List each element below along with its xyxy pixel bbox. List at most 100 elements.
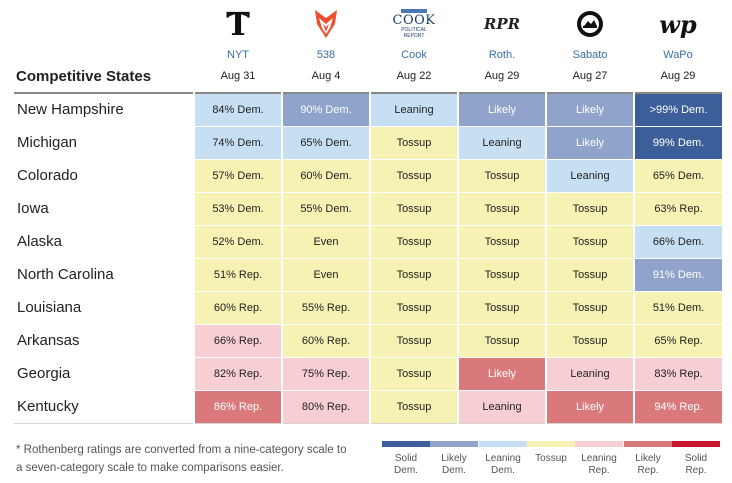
rating-cell: Tossup xyxy=(545,224,634,258)
rating-cell: 83% Rep. xyxy=(633,356,722,390)
rating-cell: 91% Dem. xyxy=(633,257,722,291)
legend-swatch xyxy=(624,441,672,447)
rating-cell: Tossup xyxy=(545,191,634,225)
rating-cell: Tossup xyxy=(457,158,546,192)
rating-cell: Tossup xyxy=(369,323,458,357)
legend-label-line: Solid xyxy=(684,453,708,464)
source-date: Aug 4 xyxy=(311,70,341,82)
rating-cell: Leaning xyxy=(457,125,546,159)
cook-logo-subtext: REPORT xyxy=(403,33,425,39)
wapo-logo-icon: wp xyxy=(659,9,697,39)
legend-label-line: Leaning xyxy=(581,453,617,464)
rating-cell: Tossup xyxy=(369,356,458,390)
state-name: Arkansas xyxy=(14,323,194,357)
source-date: Aug 22 xyxy=(396,70,432,82)
ratings-table: New Hampshire 84% Dem. 90% Dem. Leaning Like… xyxy=(14,92,722,424)
cook-logo-text: COOK xyxy=(392,13,436,28)
table-row: Michigan 74% Dem. 65% Dem. Tossup Leaning Lik… xyxy=(14,125,722,159)
rating-cell: 80% Rep. xyxy=(281,389,370,423)
sabato-logo-icon xyxy=(546,6,634,42)
legend-label-line: Dem. xyxy=(394,465,418,476)
legend-swatch xyxy=(527,441,575,447)
rating-cell: 66% Rep. xyxy=(193,323,282,357)
rating-cell: Likely xyxy=(545,125,634,159)
rating-cell: Tossup xyxy=(545,323,634,357)
legend-label: Solid Rep. xyxy=(672,453,720,477)
source-name: 538 xyxy=(316,49,336,61)
legend-swatch xyxy=(575,441,623,447)
rating-cell: Leaning xyxy=(545,356,634,390)
state-name: Iowa xyxy=(14,191,194,225)
legend-label-line: Rep. xyxy=(685,465,707,476)
legend-swatch xyxy=(430,441,478,447)
rating-cell: 60% Rep. xyxy=(281,323,370,357)
rating-cell: 51% Dem. xyxy=(633,290,722,324)
rpr-logo-icon: RPR xyxy=(483,15,521,33)
rating-cell: >99% Dem. xyxy=(633,92,722,126)
source-name: Sabato xyxy=(572,49,608,61)
rating-cell: Likely xyxy=(457,356,546,390)
legend-label-line: Rep. xyxy=(637,465,659,476)
state-name: Alaska xyxy=(14,224,194,258)
rating-cell: 63% Rep. xyxy=(633,191,722,225)
table-row: Alaska 52% Dem. Even Tossup Tossup Tossup 66% … xyxy=(14,224,722,258)
legend-label: Leaning Dem. xyxy=(479,453,527,477)
rating-cell: 65% Dem. xyxy=(281,125,370,159)
source-name: Roth. xyxy=(488,49,516,61)
rating-cell: 55% Dem. xyxy=(281,191,370,225)
rating-cell: Tossup xyxy=(369,158,458,192)
legend-label: Leaning Rep. xyxy=(575,453,623,477)
rating-cell: 65% Rep. xyxy=(633,323,722,357)
legend-swatch xyxy=(672,441,720,447)
state-name: New Hampshire xyxy=(14,92,194,126)
rating-cell: Tossup xyxy=(369,125,458,159)
state-name: Colorado xyxy=(14,158,194,192)
legend-label-line: Rep. xyxy=(588,465,610,476)
rating-cell: Leaning xyxy=(545,158,634,192)
rating-cell: Tossup xyxy=(369,389,458,423)
rating-cell: 53% Dem. xyxy=(193,191,282,225)
rating-cell: Tossup xyxy=(545,257,634,291)
source-name: WaPo xyxy=(663,49,693,61)
table-row: Louisiana 60% Rep. 55% Rep. Tossup Tossup Tos… xyxy=(14,290,722,324)
source-date: Aug 31 xyxy=(220,70,256,82)
legend-swatch xyxy=(382,441,430,447)
rating-cell: 75% Rep. xyxy=(281,356,370,390)
nyt-logo-icon: T xyxy=(194,6,282,42)
source-date: Aug 29 xyxy=(660,70,696,82)
source-name: NYT xyxy=(227,49,249,61)
legend-label-line: Likely xyxy=(441,453,467,464)
rating-cell: 94% Rep. xyxy=(633,389,722,423)
legend-swatch xyxy=(479,441,527,447)
rating-cell: 82% Rep. xyxy=(193,356,282,390)
source-date: Aug 29 xyxy=(484,70,520,82)
legend-label-line: Tossup xyxy=(535,453,567,464)
legend-label-line: Leaning xyxy=(485,453,521,464)
state-name: Michigan xyxy=(14,125,194,159)
table-row: Colorado 57% Dem. 60% Dem. Tossup Tossup Lean… xyxy=(14,158,722,192)
source-date: Aug 27 xyxy=(572,70,608,82)
rating-cell: Tossup xyxy=(457,191,546,225)
table-row: Iowa 53% Dem. 55% Dem. Tossup Tossup Tossup 63… xyxy=(14,191,722,225)
rating-cell: Tossup xyxy=(457,290,546,324)
rating-cell: Even xyxy=(281,224,370,258)
rating-cell: 52% Dem. xyxy=(193,224,282,258)
legend-label: Solid Dem. xyxy=(382,453,430,477)
rating-cell: 74% Dem. xyxy=(193,125,282,159)
rating-cell: 90% Dem. xyxy=(281,92,370,126)
rating-cell: 57% Dem. xyxy=(193,158,282,192)
cook-logo-subtext: POLITICAL xyxy=(401,27,427,33)
rating-cell: 86% Rep. xyxy=(193,389,282,423)
table-row: Kentucky 86% Rep. 80% Rep. Tossup Leaning Lik… xyxy=(14,389,722,423)
rating-cell: Leaning xyxy=(369,92,458,126)
rating-cell: Tossup xyxy=(545,290,634,324)
legend-label-line: Solid xyxy=(394,453,418,464)
rating-cell: Likely xyxy=(545,92,634,126)
legend-label-line: Likely xyxy=(635,453,661,464)
rating-cell: 99% Dem. xyxy=(633,125,722,159)
rating-cell: Leaning xyxy=(457,389,546,423)
table-row: New Hampshire 84% Dem. 90% Dem. Leaning Like… xyxy=(14,92,722,126)
state-name: Kentucky xyxy=(14,389,194,423)
rating-cell: 60% Rep. xyxy=(193,290,282,324)
legend-label: Tossup xyxy=(527,453,575,465)
